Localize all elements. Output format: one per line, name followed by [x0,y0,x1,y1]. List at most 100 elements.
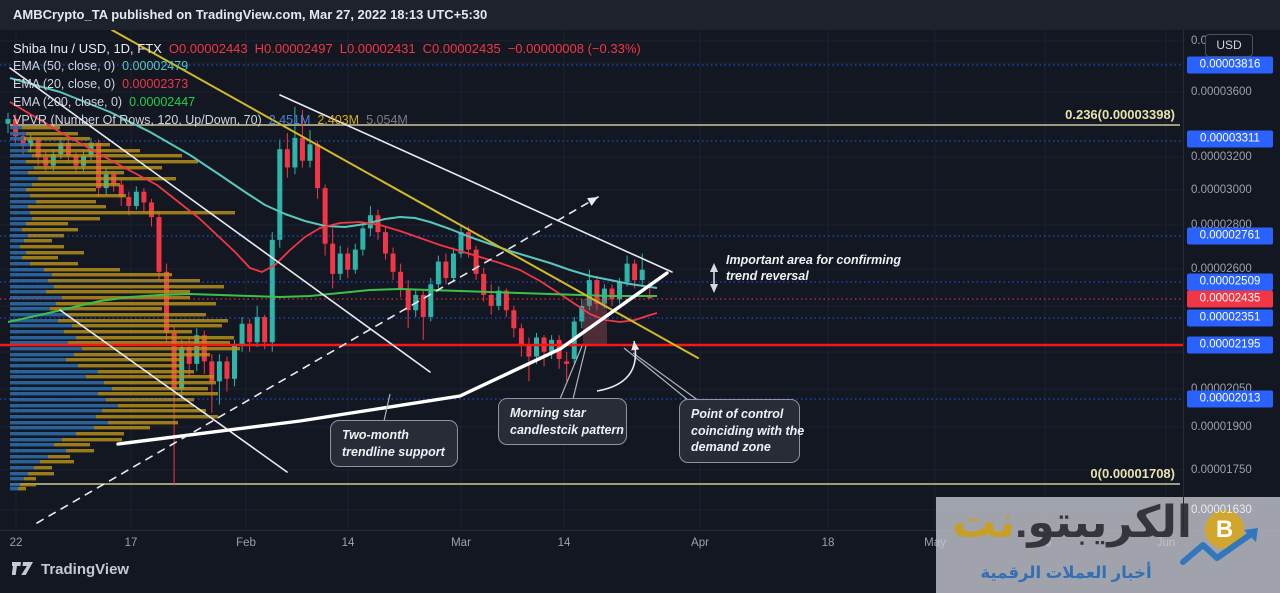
candle-body [126,197,132,207]
vpvr-up-bar [10,409,102,413]
vpvr-up-bar [10,188,26,192]
vpvr-down-bar [30,194,126,198]
vpvr-up-bar [10,483,20,487]
vpvr-down-bar [24,477,36,481]
candle-body [617,282,623,300]
vpvr-up-bar [10,443,54,447]
callout-tail [572,345,587,400]
vpvr-down-bar [54,285,224,289]
vpvr-down-bar [26,188,96,192]
tradingview-brand[interactable]: TradingView [12,561,129,578]
vpvr-down-bar [52,273,172,277]
vpvr-up-bar [10,245,20,249]
vpvr-up-bar [10,432,76,436]
vpvr-down-bar [36,200,96,204]
vpvr-up-bar [10,387,112,391]
time-tick: 14 [341,537,355,549]
ema20-value: 0.00002373 [122,77,189,91]
candle-body [216,361,222,382]
arrowhead [709,284,719,293]
time-tick: Mar [451,537,471,549]
site-watermark: الكريبتو.نت B أخبار العملات الرقمية [936,497,1280,593]
legend-ema20-row[interactable]: EMA (20, close, 0) 0.00002373 [13,75,648,93]
candle-body [307,144,313,161]
candle-body [579,305,585,322]
vpvr-up-bar [10,438,62,442]
candle-body [428,284,434,317]
candle-body [156,217,162,272]
callout-morning-star[interactable]: Morning star candlestcik pattern [498,398,627,445]
candle-body [450,253,456,279]
candle-body [488,294,494,306]
ohlc-low: L0.00002431 [339,40,416,56]
candle-body [35,139,41,158]
vpvr-down-bar [48,455,70,459]
candle-body [58,142,64,155]
vpvr-up-bar [10,285,54,289]
candle-body [443,261,449,279]
two-month-trendline-support [116,271,669,446]
vpvr-up-bar [10,171,28,175]
vpvr-up-bar [10,222,26,226]
upper-descending-resistance-line [279,94,673,273]
vpvr-down-bar [112,387,208,391]
candle-body [518,328,524,345]
ema200-value: 0.00002447 [129,95,196,109]
legend-symbol-row[interactable]: Shiba Inu / USD, 1D, FTX O0.00002443 H0.… [13,39,648,57]
candle-body [594,280,600,304]
candle-body [118,184,124,198]
vpvr-down-bar [108,421,178,425]
currency-toggle-button[interactable]: USD [1205,34,1253,57]
candle-body [586,280,592,306]
callout-tail [559,345,583,400]
callout-poc[interactable]: Point of control coinciding with the deman… [679,399,804,463]
candle-body [398,271,404,289]
candle-body [262,316,268,343]
vpvr-down-bar [58,319,228,323]
candle-body [458,232,464,254]
vpvr-up-bar [10,455,48,459]
price-tick: 0.00001900 [1191,421,1252,433]
candle-body [360,228,366,250]
time-tick: 17 [124,537,138,549]
callout-tail [632,352,700,402]
candle-body [345,253,351,270]
vpvr-up-bar [10,398,106,402]
vpvr-up-bar [10,217,32,221]
vpvr-down-bar [28,205,106,209]
price-level-badge: 0.00003816 [1187,56,1273,74]
legend-ema200-row[interactable]: EMA (200, close, 0) 0.00002447 [13,93,648,111]
callout-two-month[interactable]: Two-month trendline support [330,420,458,467]
vpvr-up-bar [10,487,18,491]
vpvr-down-bar [78,364,182,368]
vpvr-up-bar [10,296,62,300]
price-tick: 0.00003200 [1191,151,1252,163]
vpvr-down-volume: 2.403M [317,113,360,127]
candle-body [5,119,11,124]
price-tick: 0.00002600 [1191,263,1252,275]
candle-body [337,253,343,274]
legend-vpvr-row[interactable]: VPVR (Number Of Rows, 120, Up/Down, 70) … [13,111,648,129]
vpvr-down-bar [46,290,190,294]
important-area-line1: Important area for confirming [726,253,902,267]
legend-ema50-row[interactable]: EMA (50, close, 0) 0.00002479 [13,57,648,75]
price-tick: 0.00003600 [1191,86,1252,98]
vpvr-up-bar [10,205,28,209]
vpvr-down-bar [104,381,216,385]
candle-body [209,361,215,382]
candle-body [28,139,34,146]
candle-body [224,361,230,379]
vpvr-label: VPVR (Number Of Rows, 120, Up/Down, 70) [13,113,262,127]
fib-level-label: 0.236(0.00003398) [1065,107,1175,122]
fib-level-label: 0(0.00001708) [1090,466,1175,481]
vpvr-total-volume: 5.054M [366,113,408,127]
candle-body [481,273,487,295]
vpvr-down-bar [32,217,100,221]
vpvr-up-bar [10,392,98,396]
vpvr-up-bar [10,160,26,164]
price-axis[interactable]: USD 0.000040000.000036000.000032000.0000… [1183,30,1280,531]
candle-body [526,344,532,357]
ema200-label: EMA (200, close, 0) [13,95,123,109]
vpvr-up-bar [10,154,32,158]
